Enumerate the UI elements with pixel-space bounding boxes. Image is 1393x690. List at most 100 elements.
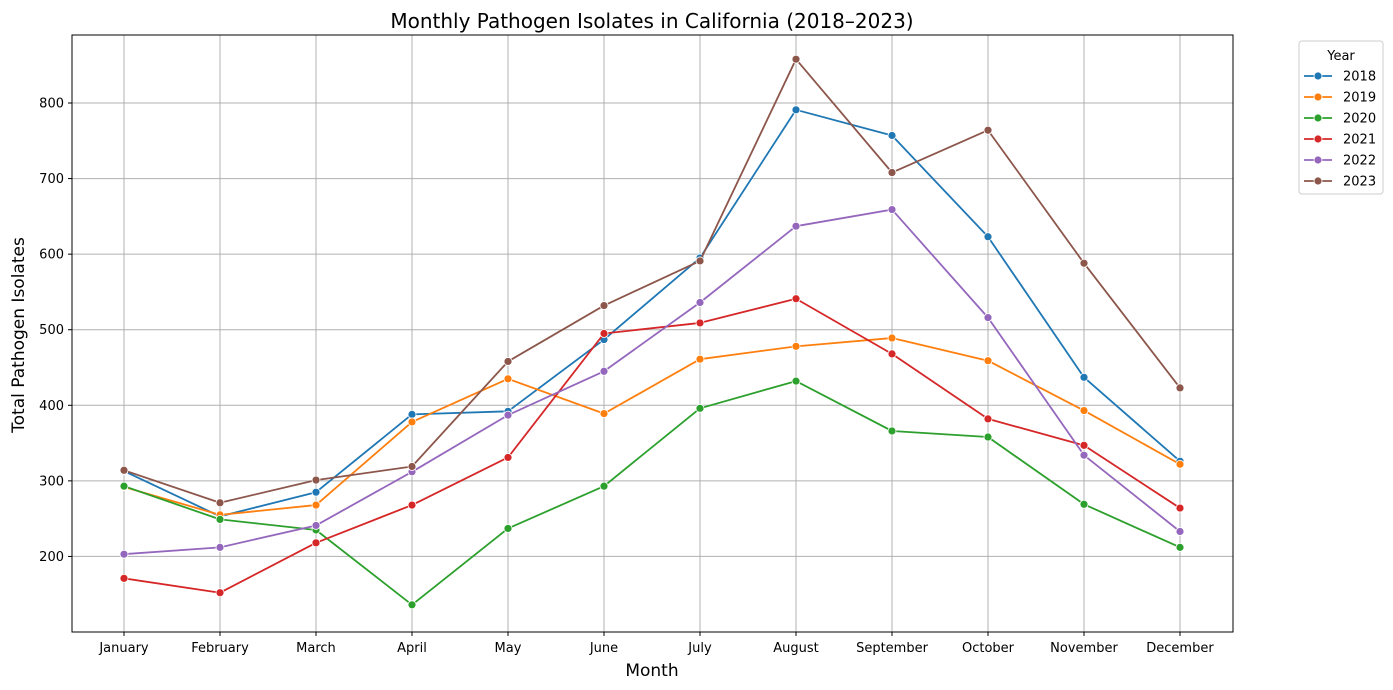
legend-label: 2019 (1343, 91, 1376, 106)
data-point (887, 333, 897, 343)
legend-label: 2023 (1343, 175, 1376, 190)
data-point (215, 498, 225, 508)
legend-label: 2022 (1343, 154, 1376, 169)
data-point (983, 232, 993, 242)
y-tick-label: 800 (39, 97, 64, 112)
data-point (503, 410, 513, 420)
legend-title: Year (1326, 49, 1355, 64)
x-tick-label: June (589, 641, 618, 656)
data-point (311, 475, 321, 485)
series-2023 (119, 54, 1185, 508)
data-point (1079, 450, 1089, 460)
data-point (1079, 372, 1089, 382)
legend-label: 2020 (1343, 112, 1376, 127)
legend-swatch-marker (1313, 71, 1323, 81)
data-point (503, 524, 513, 533)
legend-item-2021: 2021 (1304, 133, 1376, 148)
data-point (215, 542, 225, 552)
data-point (311, 538, 321, 548)
legend-item-2020: 2020 (1304, 112, 1376, 127)
x-axis: January February March April May June July Augu… (98, 632, 1214, 656)
data-point (503, 453, 513, 462)
x-tick-label: January (98, 641, 149, 656)
chart-title: Monthly Pathogen Isolates in California … (390, 9, 913, 33)
x-tick-label: November (1050, 641, 1118, 656)
data-point (119, 549, 129, 559)
data-point (695, 403, 705, 413)
legend-item-2019: 2019 (1304, 91, 1376, 106)
series-line-2021 (123, 297, 1181, 594)
legend-label: 2021 (1343, 133, 1376, 148)
legend-item-2018: 2018 (1304, 70, 1376, 85)
data-point (599, 301, 609, 310)
data-point (1079, 406, 1089, 415)
legend-swatch-marker (1313, 92, 1323, 102)
plot-frame (71, 34, 1234, 633)
y-tick-label: 600 (39, 248, 64, 263)
y-tick-label: 200 (39, 550, 64, 565)
data-point (887, 131, 897, 140)
series-2022 (119, 205, 1185, 559)
data-point (311, 487, 321, 497)
data-point (983, 356, 993, 366)
y-tick-label: 300 (39, 474, 64, 489)
data-point (983, 414, 993, 424)
data-point (791, 54, 801, 64)
x-tick-label: September (856, 641, 929, 656)
y-tick-label: 700 (39, 172, 64, 187)
y-axis-label: Total Pathogen Isolates (9, 237, 29, 434)
y-tick-label: 400 (39, 399, 64, 414)
data-point (1175, 459, 1185, 469)
data-point (1079, 440, 1089, 450)
data-point (1079, 258, 1089, 268)
x-tick-label: July (687, 641, 712, 656)
x-tick-label: May (495, 641, 522, 656)
series-layer (119, 54, 1185, 610)
data-point (599, 409, 609, 419)
data-point (791, 105, 801, 115)
data-point (215, 515, 225, 524)
y-tick-label: 500 (39, 323, 64, 338)
data-point (407, 417, 417, 427)
grid (72, 35, 1233, 632)
legend-item-2023: 2023 (1304, 175, 1376, 190)
legend-items: 2018 2019 2020 2021 2022 2023 (1304, 70, 1376, 190)
data-point (887, 168, 897, 177)
data-point (1079, 499, 1089, 509)
data-point (119, 465, 129, 475)
data-point (599, 329, 609, 338)
data-point (695, 354, 705, 364)
legend-item-2022: 2022 (1304, 154, 1376, 169)
legend-swatch-marker (1313, 155, 1323, 165)
x-tick-label: October (962, 641, 1015, 656)
data-point (887, 205, 897, 214)
y-axis: 200 300 400 500 600 700 800 (39, 97, 72, 565)
series-line-2018 (123, 108, 1181, 518)
legend-swatch-marker (1313, 176, 1323, 186)
data-point (1175, 542, 1185, 552)
data-point (311, 521, 321, 530)
data-point (887, 349, 897, 359)
data-point (503, 374, 513, 384)
legend: Year 2018 2019 2020 2021 2022 2023 (1298, 40, 1384, 195)
series-line-2019 (123, 337, 1181, 516)
legend-swatch-marker (1313, 113, 1323, 123)
x-tick-label: August (773, 641, 819, 656)
data-point (599, 366, 609, 376)
legend-label: 2018 (1343, 70, 1376, 85)
data-point (215, 588, 225, 598)
data-point (983, 432, 993, 442)
x-tick-label: April (397, 641, 427, 656)
data-point (407, 500, 417, 510)
x-tick-label: December (1146, 641, 1214, 656)
series-2018 (119, 105, 1185, 521)
data-point (119, 481, 129, 491)
series-line-2022 (123, 208, 1181, 556)
data-point (503, 357, 513, 366)
data-point (887, 426, 897, 436)
data-point (791, 341, 801, 351)
x-tick-label: March (296, 641, 336, 656)
data-point (599, 481, 609, 491)
data-point (1175, 503, 1185, 513)
